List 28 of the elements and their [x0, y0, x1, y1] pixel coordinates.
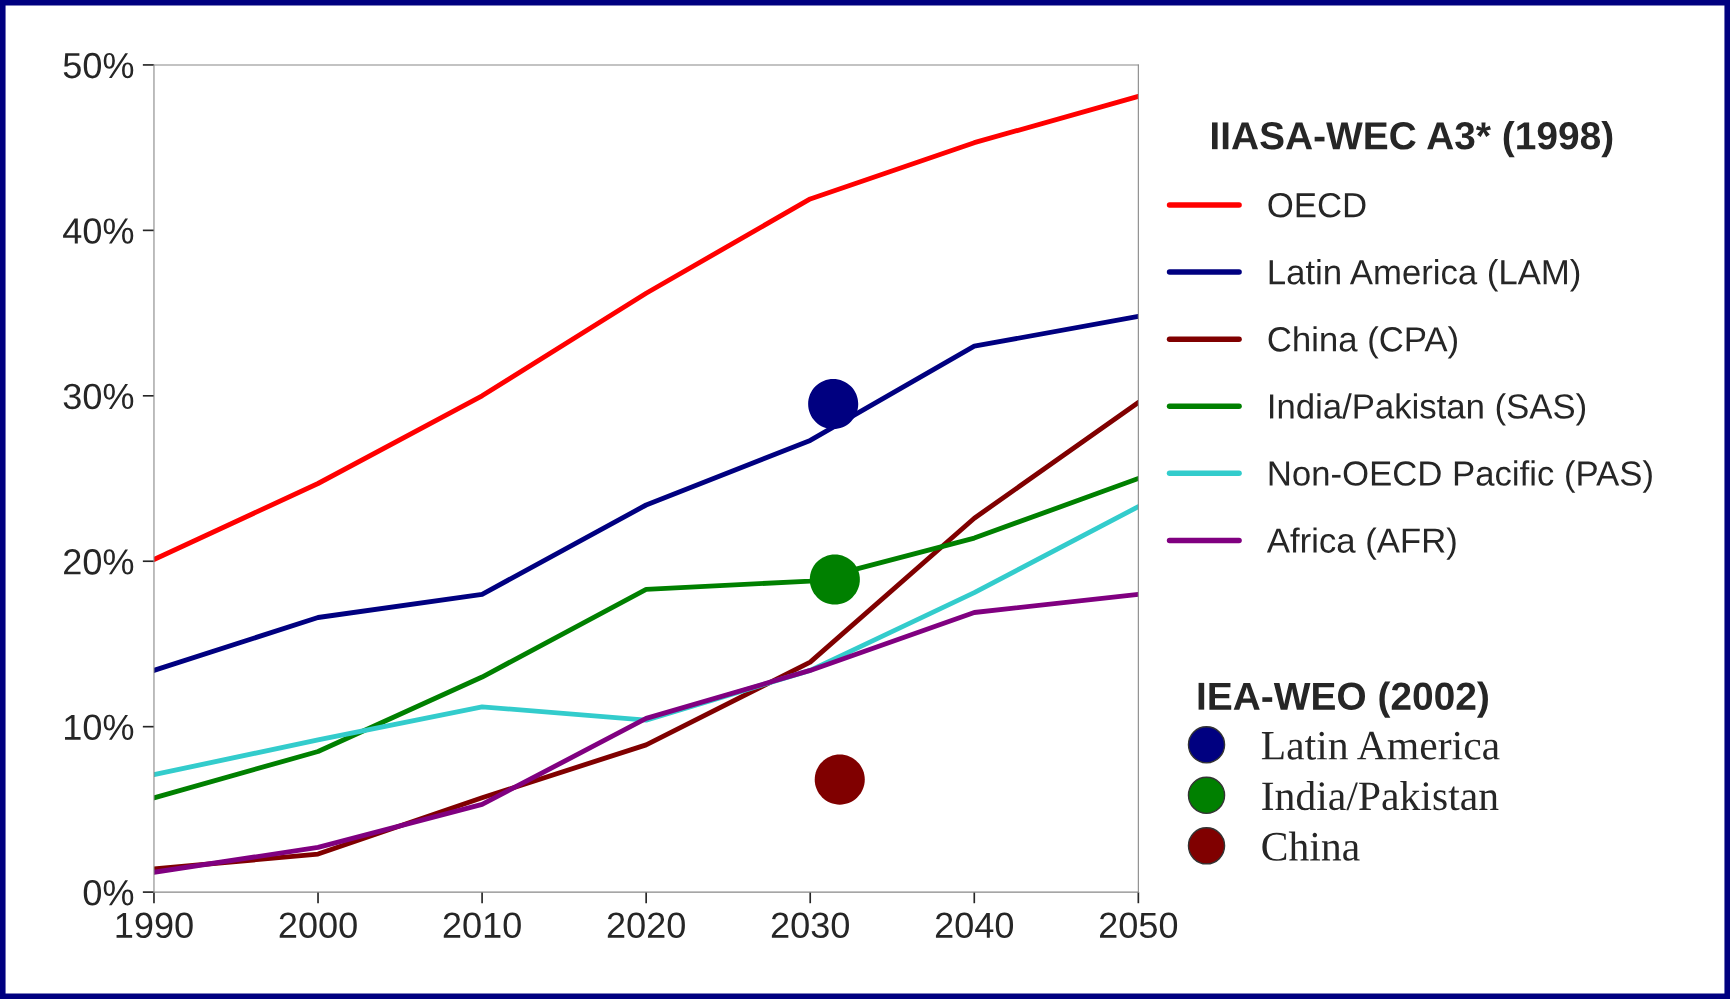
- y-tick-label: 40%: [63, 218, 134, 244]
- line-series: [153, 591, 1139, 875]
- legend-label: Latin America (LAM): [1269, 259, 1580, 292]
- line-series: [153, 93, 1139, 563]
- x-tick-label: 2010: [443, 912, 521, 939]
- legend-label: Africa (AFR): [1266, 527, 1456, 560]
- legend-label: India/Pakistan (SAS): [1270, 393, 1586, 426]
- x-tick-label: 1990: [116, 912, 193, 939]
- x-tick-label: 2040: [935, 912, 1014, 939]
- x-tick-label: 2030: [771, 912, 849, 939]
- legend-title: IIASA-WEC A3* (1998): [1211, 121, 1613, 158]
- y-tick-label: 10%: [65, 714, 134, 741]
- legend-label: OECD: [1268, 192, 1366, 218]
- y-tick-label: 50%: [63, 52, 134, 79]
- legend-label: India/Pakistan: [1262, 781, 1499, 811]
- legend-label: Latin America: [1261, 731, 1500, 760]
- y-tick-label: 30%: [63, 383, 134, 410]
- line-series: [153, 476, 1139, 801]
- x-tick-label: 2020: [607, 912, 685, 939]
- x-tick-label: 2050: [1099, 912, 1178, 939]
- legend-label: China (CPA): [1268, 326, 1457, 359]
- legend-label: Non-OECD Pacific (PAS): [1269, 460, 1652, 493]
- text: IEA-WEO (2002): [1198, 681, 1488, 718]
- y-tick-label: 0%: [83, 879, 134, 906]
- x-tick-label: 2000: [279, 912, 357, 939]
- legend-label: China: [1262, 831, 1360, 861]
- line-series: [153, 313, 1139, 673]
- y-tick-label: 20%: [64, 549, 134, 575]
